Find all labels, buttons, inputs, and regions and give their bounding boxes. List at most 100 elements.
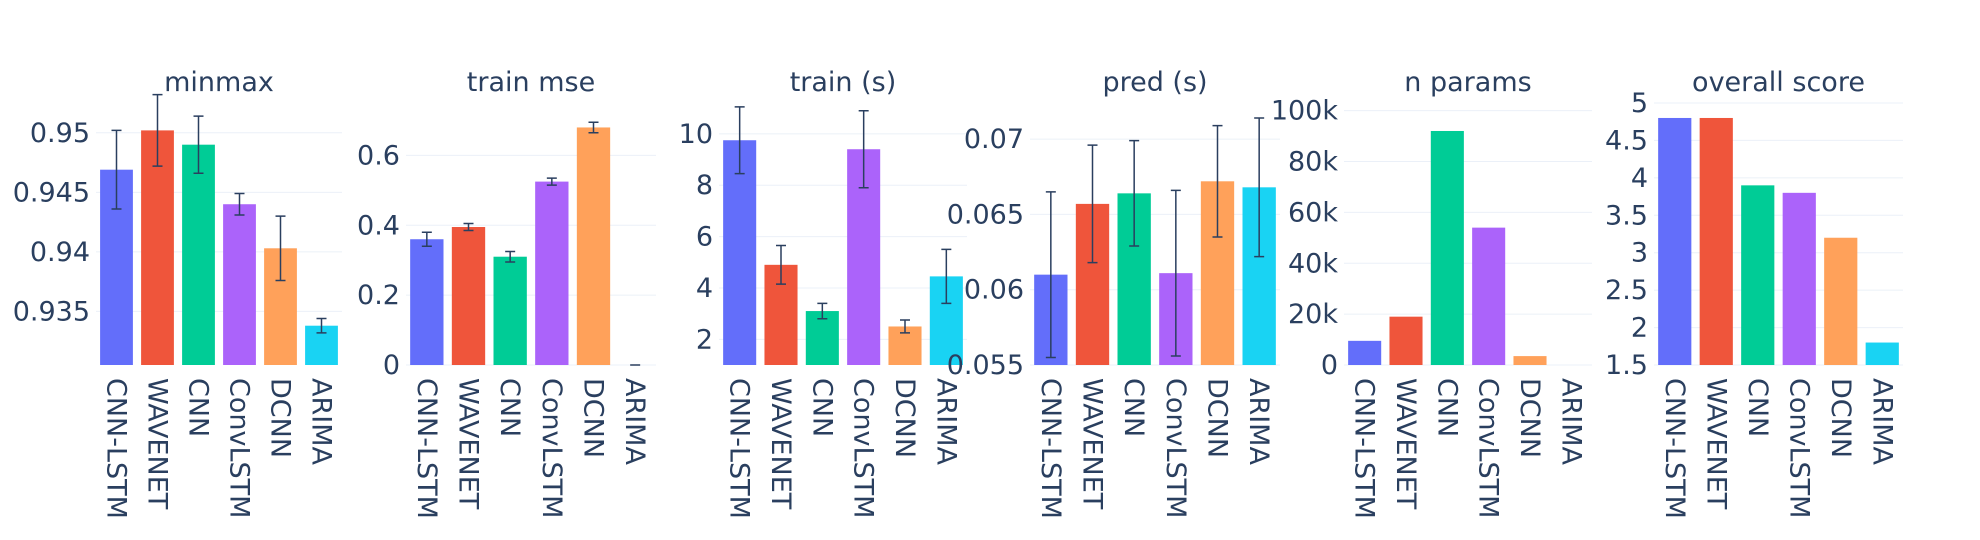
x-tick-label: CNN <box>1742 378 1773 437</box>
error-bar <box>1087 144 1098 264</box>
y-tick-label: 60k <box>1288 197 1338 228</box>
error-bar <box>421 231 432 247</box>
x-tick-label: ConvLSTM <box>848 378 879 518</box>
subplot-title: train (s) <box>790 67 897 98</box>
y-tick-label: 10 <box>679 119 713 150</box>
bar-arima <box>1865 342 1899 365</box>
x-tick-label: ARIMA <box>619 378 650 465</box>
bar-convlstm <box>1782 192 1816 365</box>
y-tick-label: 4 <box>696 273 713 304</box>
error-bar <box>546 177 557 186</box>
x-tick-label: CNN <box>1118 378 1149 437</box>
error-bar <box>776 244 786 285</box>
bar-cnn <box>805 311 839 365</box>
y-tick-label: 3.5 <box>1605 200 1648 231</box>
error-bar <box>1170 189 1181 357</box>
y-tick-label: 0.945 <box>13 177 90 208</box>
subplot-title: pred (s) <box>1102 67 1207 98</box>
x-tick-label: DCNN <box>265 378 296 458</box>
bar-dcnn <box>576 127 611 365</box>
subplot-title: n params <box>1404 67 1531 98</box>
bar-cnn-lstm <box>1348 340 1382 365</box>
bar-convlstm <box>1472 227 1506 365</box>
x-tick-label: CNN <box>806 378 837 437</box>
error-bar <box>275 215 286 282</box>
error-bar <box>1254 117 1265 258</box>
y-tick-label: 0.07 <box>964 124 1024 155</box>
bar-wavenet <box>1699 117 1733 365</box>
bar-convlstm <box>223 204 256 365</box>
x-tick-label: ConvLSTM <box>1783 378 1814 518</box>
bar-cnn <box>1741 185 1775 365</box>
y-tick-label: 0.95 <box>30 118 90 149</box>
y-tick-label: 3 <box>1631 238 1648 269</box>
y-tick-label: 0.06 <box>964 275 1024 306</box>
y-tick-label: 0.6 <box>357 140 400 171</box>
subplot-4: n params 0 20k 40k 60k 80k 100k CNN-LSTM WAVENET… <box>1271 67 1592 519</box>
y-tick-label: 40k <box>1288 248 1338 279</box>
x-tick-label: CNN-LSTM <box>1035 378 1066 519</box>
y-tick-label: 4 <box>1631 163 1648 194</box>
error-bar <box>1212 124 1223 238</box>
bar-cnn-lstm <box>410 239 444 365</box>
error-bar <box>1045 191 1056 359</box>
x-tick-label: CNN <box>183 378 214 437</box>
bar-cnn-lstm <box>1658 117 1692 365</box>
x-tick-label: ConvLSTM <box>536 378 567 518</box>
y-tick-label: 5 <box>1631 88 1648 119</box>
bar-wavenet <box>141 130 174 365</box>
bar-cnn-lstm <box>723 140 757 365</box>
error-bar <box>1129 139 1140 247</box>
subplot-title: overall score <box>1692 67 1865 98</box>
y-tick-label: 0.94 <box>30 237 90 268</box>
y-tick-label: 0.055 <box>947 350 1024 381</box>
error-bar <box>817 302 828 320</box>
bar-dcnn <box>1513 356 1547 365</box>
error-bar <box>234 192 245 216</box>
x-tick-label: ARIMA <box>1243 378 1274 465</box>
y-tick-label: 2.5 <box>1605 275 1648 306</box>
x-tick-label: CNN-LSTM <box>1349 378 1380 519</box>
x-tick-label: CNN-LSTM <box>411 378 442 519</box>
subplot-title: minmax <box>164 67 274 98</box>
y-tick-label: 100k <box>1271 96 1339 127</box>
error-bar <box>858 109 869 189</box>
error-bar <box>588 121 599 134</box>
y-tick-label: 0.065 <box>947 199 1024 230</box>
x-tick-label: CNN <box>494 378 525 437</box>
x-tick-label: ConvLSTM <box>224 378 255 518</box>
y-tick-label: 2 <box>1631 313 1648 344</box>
x-tick-label: DCNN <box>889 378 920 458</box>
y-tick-label: 20k <box>1288 299 1338 330</box>
x-tick-label: WAVENET <box>453 378 484 510</box>
bar-cnn <box>1430 130 1464 365</box>
y-tick-label: 0.935 <box>13 296 90 327</box>
error-bar <box>316 317 327 334</box>
x-tick-label: DCNN <box>1825 378 1856 458</box>
x-tick-label: CNN-LSTM <box>724 378 755 519</box>
x-tick-label: ConvLSTM <box>1473 378 1504 518</box>
x-tick-label: CNN-LSTM <box>101 378 132 519</box>
x-tick-label: DCNN <box>578 378 609 458</box>
x-tick-label: DCNN <box>1202 378 1233 458</box>
subplot-5: overall score 1.5 2 2.5 3 3.5 4 4.5 5 CNN-LSTM WAV… <box>1605 67 1903 519</box>
x-tick-label: WAVENET <box>142 378 173 510</box>
y-tick-label: 80k <box>1288 147 1338 178</box>
x-tick-label: ARIMA <box>930 378 961 465</box>
bar-dcnn <box>1824 237 1858 365</box>
bar-wavenet <box>451 227 486 365</box>
x-tick-label: WAVENET <box>1700 378 1731 510</box>
y-tick-label: 0 <box>383 350 400 381</box>
subplot-3: pred (s) 0.055 0.06 0.065 0.07 CNN-LSTM WAVENE… <box>947 67 1280 519</box>
error-bar <box>900 319 910 334</box>
x-tick-label: WAVENET <box>765 378 796 510</box>
bar-wavenet <box>1389 316 1423 365</box>
x-tick-label: WAVENET <box>1077 378 1108 510</box>
error-bar <box>111 129 122 210</box>
error-bar <box>152 93 163 167</box>
x-tick-label: CNN <box>1431 378 1462 437</box>
x-tick-label: CNN-LSTM <box>1659 378 1690 519</box>
bar-convlstm <box>535 181 569 365</box>
subplot-1: train mse 0 0.2 0.4 0.6 CNN-LSTM WAVENET CNN Con… <box>357 67 656 519</box>
